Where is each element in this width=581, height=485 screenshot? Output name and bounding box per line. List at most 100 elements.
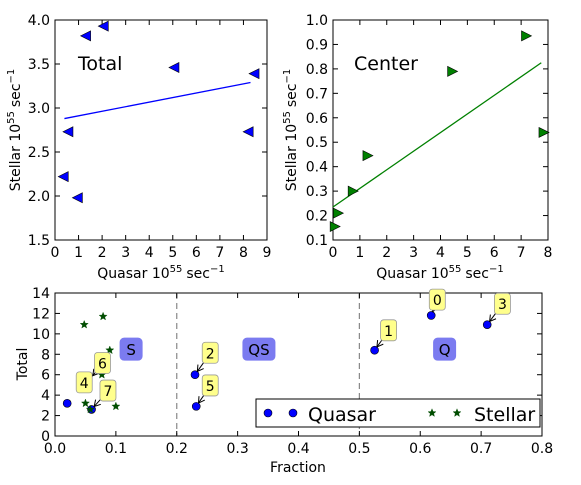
annotation-tag-label: 2 xyxy=(206,346,215,362)
center-x-tick-label: 7 xyxy=(517,245,526,261)
x-axis-label-fraction: Fraction xyxy=(270,460,326,476)
total-x-tick-label: 3 xyxy=(121,245,130,261)
center-y-tick-label: 0.5 xyxy=(306,135,328,151)
total-x-tick-label: 1 xyxy=(74,245,83,261)
data-point-center xyxy=(329,221,341,233)
annotation-tag-label: 5 xyxy=(206,379,215,395)
center-y-tick-label: 0.1 xyxy=(306,233,328,249)
center-x-tick-label: 3 xyxy=(409,245,418,261)
annotation-tag-label: 4 xyxy=(80,376,89,392)
annotation-tag-box xyxy=(201,341,219,364)
x-axis-label-center: Quasar 1055 sec−1 xyxy=(376,264,503,282)
annotation-tag-label: 7 xyxy=(104,384,113,400)
total-y-tick-label: 1.5 xyxy=(28,233,50,249)
stellar-point xyxy=(79,319,89,329)
total-y-tick-label: 3.5 xyxy=(28,57,50,73)
legend-box xyxy=(255,398,541,428)
fit-line-total xyxy=(64,81,251,120)
center-y-tick-label: 1.0 xyxy=(306,13,328,29)
legend-quasar-marker-2 xyxy=(288,408,298,418)
total-y-tick-label: 4.0 xyxy=(28,13,50,29)
region-dividers xyxy=(176,293,360,436)
total-x-tick-label: 7 xyxy=(215,245,224,261)
annotation-arrow-head xyxy=(93,399,101,408)
panel-label-center: Center xyxy=(354,53,418,75)
fraction-x-tick-label: 0.8 xyxy=(531,441,553,457)
annotation-arrow-head xyxy=(489,314,497,323)
fit-line-center xyxy=(332,62,542,208)
panel-label-total: Total xyxy=(77,53,122,75)
points-center xyxy=(329,30,550,233)
annotation-tag-label: 6 xyxy=(98,356,107,372)
fraction-y-tick-label: 2 xyxy=(41,409,50,425)
plot-frame-center xyxy=(332,19,549,241)
annotation-tag-box xyxy=(75,371,93,394)
stellar-point xyxy=(111,401,121,411)
data-point-total xyxy=(242,126,254,138)
center-y-tick-label: 0.8 xyxy=(306,62,328,78)
quasar-point xyxy=(482,320,492,329)
total-y-tick-label: 3.0 xyxy=(28,101,50,117)
stellar-point xyxy=(105,345,115,355)
legend-stellar-markers xyxy=(427,408,462,417)
ticks-total: 0 1 2 3 4 5 6 7 8 9 1.5 2.0 2.5 3.0 3.5 4.0 xyxy=(28,13,272,261)
region-label-text: Q xyxy=(439,341,451,359)
total-x-tick-label: 9 xyxy=(263,245,272,261)
center-x-tick-label: 4 xyxy=(436,245,445,261)
annotation-arrow-head xyxy=(376,339,384,348)
fraction-x-tick-label: 0.4 xyxy=(287,441,309,457)
fraction-y-tick-label: 8 xyxy=(41,347,50,363)
fraction-x-tick-label: 0.5 xyxy=(348,441,370,457)
fraction-x-tick-label: 0.7 xyxy=(470,441,492,457)
data-point-center xyxy=(347,185,359,197)
annotation-tag-box xyxy=(428,288,446,311)
fraction-y-tick-label: 0 xyxy=(41,429,50,445)
center-y-tick-label: 0.3 xyxy=(306,184,328,200)
region-label-text: S xyxy=(126,341,136,359)
legend-stellar-star xyxy=(452,408,462,417)
total-y-tick-label: 2.0 xyxy=(28,189,50,205)
points-total xyxy=(57,20,260,204)
total-y-tick-label: 2.5 xyxy=(28,145,50,161)
center-x-tick-label: 0 xyxy=(329,245,338,261)
data-point-center xyxy=(362,150,374,162)
total-x-tick-label: 5 xyxy=(168,245,177,261)
annotation-arrow-head xyxy=(92,368,100,377)
quasar-point xyxy=(190,370,200,380)
plot-frame-total xyxy=(54,19,268,241)
stellar-point xyxy=(98,311,108,321)
fit-line-segment-total xyxy=(64,81,251,120)
legend: Quasar Stellar xyxy=(255,398,541,428)
total-x-tick-label: 4 xyxy=(145,245,154,261)
fraction-y-tick-label: 12 xyxy=(32,306,50,322)
region-label-box xyxy=(119,337,143,361)
data-point-center xyxy=(333,207,345,219)
annotation-tag-box xyxy=(494,292,511,315)
data-point-total xyxy=(79,30,91,42)
fraction-y-tick-label: 4 xyxy=(41,388,50,404)
data-point-total xyxy=(248,68,260,80)
stellar-point xyxy=(85,404,95,414)
center-y-tick-label: 0.4 xyxy=(306,160,328,176)
legend-stellar-label: Stellar xyxy=(474,404,535,426)
quasar-point xyxy=(191,402,201,411)
annotation-arrow-head xyxy=(196,364,204,373)
center-x-tick-label: 6 xyxy=(490,245,499,261)
total-x-tick-label: 8 xyxy=(239,245,248,261)
data-point-center xyxy=(521,30,533,42)
region-label-box xyxy=(433,337,457,361)
fraction-x-tick-label: 0.1 xyxy=(105,441,127,457)
region-label-text: QS xyxy=(248,341,269,359)
center-y-tick-label: 0.6 xyxy=(306,111,328,127)
legend-quasar-marker-1 xyxy=(263,408,273,418)
annotation-tag-label: 3 xyxy=(498,297,507,313)
total-x-tick-label: 2 xyxy=(98,245,107,261)
fraction-y-tick-label: 10 xyxy=(32,327,50,343)
annotation-tag-box xyxy=(99,379,117,402)
legend-stellar-star xyxy=(427,408,437,417)
data-point-center xyxy=(538,126,550,138)
data-point-total xyxy=(71,192,83,204)
